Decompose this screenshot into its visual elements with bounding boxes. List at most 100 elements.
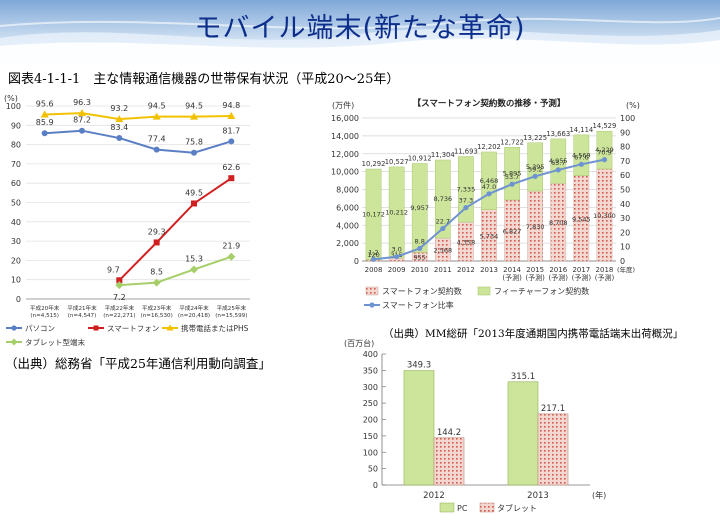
pc-tablet-bar-chart: (百万台) 0 50 100 150 200 250 300 350 400 349.3 144.2 2… [344,338,606,513]
data-point [228,175,235,182]
ratio-point [417,245,423,252]
legend-label: スマートフォン比率 [382,300,454,310]
feature-phone-label: 4,569 [572,151,591,159]
legend-label: 携帯電話またはPHS [181,323,249,333]
smartphone-label: 6,827 [503,227,522,235]
figure-caption: 図表4-1-1-1 主な情報通信機器の世帯保有状況（平成20～25年） [8,72,400,87]
y-tick-label: 300 [363,383,378,392]
data-label: 8.5 [150,268,163,277]
feature-phone-label: 4,229 [595,146,614,154]
data-label: 15.3 [185,254,203,263]
bar-feature-phone [527,142,544,192]
y-tick-label: 6,000 [336,203,359,212]
legend-swatch-smartphone [365,286,379,296]
data-label: 94.5 [185,102,203,111]
x-unit-label: (年) [592,490,606,500]
feature-phone-label: 10,212 [385,209,408,217]
ratio-point [370,256,377,262]
y-tick-label: 80 [11,141,21,150]
bar-label-pc: 315.1 [511,372,535,382]
bar-pc [403,370,435,486]
y-tick-label-right: 90 [620,128,630,137]
y-tick-label: 40 [11,218,21,227]
data-point [153,146,160,153]
bar-total-label: 11,693 [454,147,478,155]
bar-total-label: 12,722 [500,138,524,146]
data-point [152,112,161,120]
legend-marker [93,325,99,331]
legend-swatch-feature [477,286,491,296]
header-banner [0,0,720,62]
feature-phone-label: 7,335 [457,185,476,193]
data-label: 9.7 [107,265,120,274]
legend-label: タブレット [497,503,537,513]
smartphone-label: 9,545 [572,215,591,223]
data-label: 49.5 [185,188,203,197]
y-tick-label-right: 100 [620,114,635,123]
data-label: 85.9 [36,118,54,127]
data-point [40,110,49,118]
y-tick-label: 0 [354,257,359,266]
bar-label-pc: 349.3 [407,361,431,371]
feature-phone-label: 4,955 [549,157,568,165]
x-tick-label: 2016 (予測) [549,266,569,282]
ratio-point [601,157,608,163]
legend-marker [11,325,17,331]
data-point [78,109,86,117]
y-tick-label: 200 [363,416,378,425]
series-line-4 [119,255,232,287]
y-tick-label: 60 [11,179,21,188]
x-tick-label: 2018 (予測) [595,266,615,282]
data-point [115,281,124,290]
x-tick-label: 2010 [411,266,429,274]
ratio-point [532,173,538,179]
y-tick-label: 90 [11,121,21,130]
data-label: 77.4 [148,135,166,144]
ratio-label: 59.2 [528,165,542,173]
feature-phone-label: 5,395 [526,163,545,171]
legend-label: パソコン [25,324,55,333]
bar-tablet [537,413,569,486]
data-label: 94.8 [222,101,240,110]
bar-total-label: 10,292 [362,160,386,168]
y-unit-label: (%) [4,94,18,103]
y-tick-label: 100 [363,448,378,457]
y-tick-label: 8,000 [336,186,359,195]
y-tick-label: 12,000 [331,150,359,159]
data-label: 75.8 [185,138,203,147]
y-tick-label-right: 50 [620,186,630,195]
x-tick-label: 平成22年末(n=22,271) [103,304,135,319]
x-tick-label: 平成20年末(n=4,515) [30,304,60,319]
ratio-label: 67.6 [574,153,588,161]
page-title: モバイル端末(新たな革命) [194,13,526,44]
y-tick-label: 70 [11,160,21,169]
bar-label-tablet: 217.1 [541,404,565,414]
smartphone-label: 7,830 [526,223,545,231]
legend-label: スマートフォン [107,324,159,333]
data-label: 83.4 [110,123,128,132]
data-point [190,112,198,120]
ratio-label: 63.7 [551,159,565,167]
x-tick-label: 平成23年末(n=16,530) [141,304,173,319]
smartphone-label: 10,300 [593,212,616,220]
y-tick-label-right: 30 [620,214,630,223]
legend-label: タブレット型端末 [25,337,85,347]
y-tick-label: 400 [363,350,378,359]
y-tick-label: 10 [11,276,21,285]
legend-marker-ratio [369,302,375,308]
x-tick-label: 2014 (予測) [502,266,522,282]
y-tick-label-right: 20 [620,228,630,237]
smartphone-label: 8,708 [549,219,568,227]
data-point [41,130,48,137]
y-tick-label: 2,000 [336,239,359,248]
x-tick-label: 2012 [423,491,445,501]
chart-title: 【スマートフォン契約数の推移・予測】 [413,98,566,109]
y-tick-label: 150 [363,432,378,441]
x-tick-label: 2009 [388,266,406,274]
smartphone-label: 2,568 [434,247,453,255]
feature-phone-label: 9,957 [410,204,429,212]
ownership-line-chart: (%) 0 10 20 30 40 50 60 70 80 90 100 平成20年末(n=4,515)… [4,94,250,347]
legend-label: スマートフォン契約数 [382,286,462,296]
y-tick-label-right: 40 [620,200,630,209]
ratio-label: 8.8 [415,237,425,245]
